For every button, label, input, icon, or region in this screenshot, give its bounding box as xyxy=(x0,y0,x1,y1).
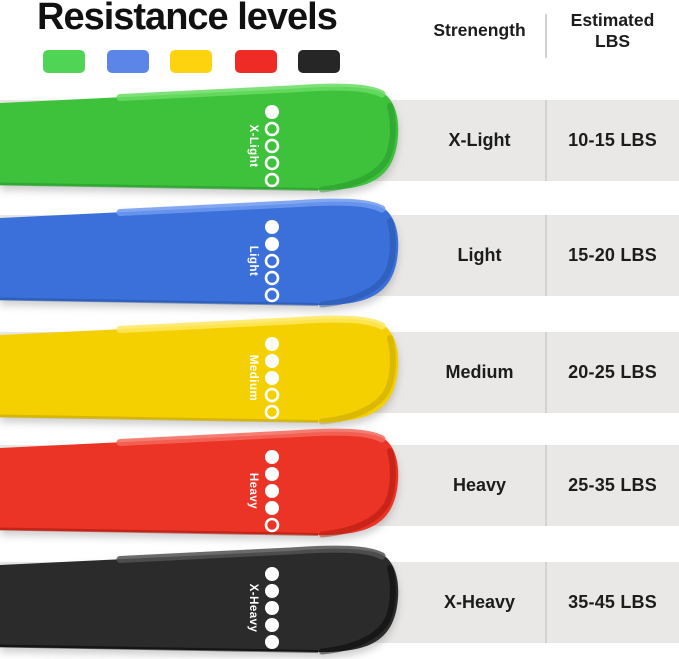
strength-dot-hollow xyxy=(264,270,280,286)
strength-cell-heavy: Heavy xyxy=(452,475,507,495)
resistance-band-medium: Medium xyxy=(0,315,399,425)
band-top-highlight xyxy=(116,83,386,101)
band-bottom-edge xyxy=(0,644,319,653)
band-top-highlight xyxy=(116,198,386,216)
column-header-lbs-line2: LBS xyxy=(595,31,630,51)
resistance-band-light: Light xyxy=(0,198,399,308)
strength-cell-medium: Medium xyxy=(445,362,514,382)
color-swatch-light xyxy=(107,50,149,73)
strength-cell-x-heavy: X-Heavy xyxy=(443,592,516,612)
strength-dot-filled xyxy=(265,450,279,464)
color-swatch-x-light xyxy=(43,50,85,73)
strength-dot-hollow xyxy=(264,138,280,154)
strength-dot-hollow xyxy=(264,387,280,403)
band-fold-shadow xyxy=(319,448,396,538)
band-fold-shadow xyxy=(319,218,396,308)
strength-dots-heavy xyxy=(264,450,280,533)
resistance-band-x-light: X-Light xyxy=(0,83,399,193)
strength-dot-filled xyxy=(265,601,279,615)
strength-dot-filled xyxy=(265,237,279,251)
strength-cell-light: Light xyxy=(457,245,502,265)
header-divider xyxy=(545,14,547,58)
band-bottom-edge xyxy=(0,182,319,191)
strength-dot-filled xyxy=(265,105,279,119)
strength-dot-filled xyxy=(265,220,279,234)
band-body xyxy=(0,201,399,306)
band-label-x-light: X-Light xyxy=(247,124,259,167)
band-bottom-edge xyxy=(0,414,319,423)
strength-dot-hollow xyxy=(264,404,280,420)
band-fold-shadow xyxy=(319,565,396,655)
strength-dot-filled xyxy=(265,371,279,385)
band-fold-shadow xyxy=(319,335,396,425)
band-body xyxy=(0,548,399,653)
strength-dot-filled xyxy=(265,354,279,368)
row-divider xyxy=(545,562,547,643)
strength-dot-hollow xyxy=(264,517,280,533)
lbs-cell-medium: 20-25 LBS xyxy=(568,362,657,382)
strength-dot-filled xyxy=(265,567,279,581)
resistance-band-x-heavy: X-Heavy xyxy=(0,545,399,655)
strength-dot-hollow xyxy=(264,172,280,188)
band-bottom-edge xyxy=(0,297,319,306)
strength-dots-light xyxy=(264,220,280,303)
strength-dots-x-heavy xyxy=(265,567,279,649)
strength-dot-filled xyxy=(265,467,279,481)
band-top-highlight xyxy=(116,545,386,563)
strength-dot-filled xyxy=(265,635,279,649)
page-title: Resistance levels xyxy=(37,0,338,38)
strength-dot-filled xyxy=(265,484,279,498)
strength-cell-x-light: X-Light xyxy=(448,130,511,150)
band-body xyxy=(0,86,399,191)
band-top-highlight xyxy=(116,315,386,333)
lbs-cell-x-heavy: 35-45 LBS xyxy=(568,592,657,612)
color-swatch-medium xyxy=(170,50,212,73)
lbs-cell-heavy: 25-35 LBS xyxy=(568,475,657,495)
band-label-medium: Medium xyxy=(247,355,259,401)
strength-dot-hollow xyxy=(264,287,280,303)
color-swatch-row xyxy=(0,50,360,74)
column-header-lbs: Estimated LBS xyxy=(546,10,679,52)
strength-dot-hollow xyxy=(264,155,280,171)
band-label-x-heavy: X-Heavy xyxy=(247,584,259,633)
color-swatch-x-heavy xyxy=(298,50,340,73)
band-label-heavy: Heavy xyxy=(247,473,259,509)
strength-dots-x-light xyxy=(264,105,280,188)
band-fold-shadow xyxy=(319,103,396,193)
strength-dot-hollow xyxy=(264,253,280,269)
row-divider xyxy=(545,215,547,296)
band-body xyxy=(0,431,399,536)
strength-dot-filled xyxy=(265,501,279,515)
lbs-cell-light: 15-20 LBS xyxy=(568,245,657,265)
column-header-lbs-line1: Estimated xyxy=(570,10,655,30)
row-divider xyxy=(545,332,547,413)
band-top-highlight xyxy=(116,428,386,446)
band-label-light: Light xyxy=(247,246,259,277)
band-body xyxy=(0,318,399,423)
strength-dot-filled xyxy=(265,337,279,351)
row-divider xyxy=(545,445,547,526)
color-swatch-heavy xyxy=(235,50,277,73)
resistance-band-heavy: Heavy xyxy=(0,428,399,538)
lbs-cell-x-light: 10-15 LBS xyxy=(568,130,657,150)
strength-dot-hollow xyxy=(264,121,280,137)
strength-dot-filled xyxy=(265,584,279,598)
column-header-strength: Strenength xyxy=(433,20,526,40)
band-bottom-edge xyxy=(0,527,319,536)
strength-dot-filled xyxy=(265,618,279,632)
row-divider xyxy=(545,100,547,181)
strength-dots-medium xyxy=(264,337,280,420)
